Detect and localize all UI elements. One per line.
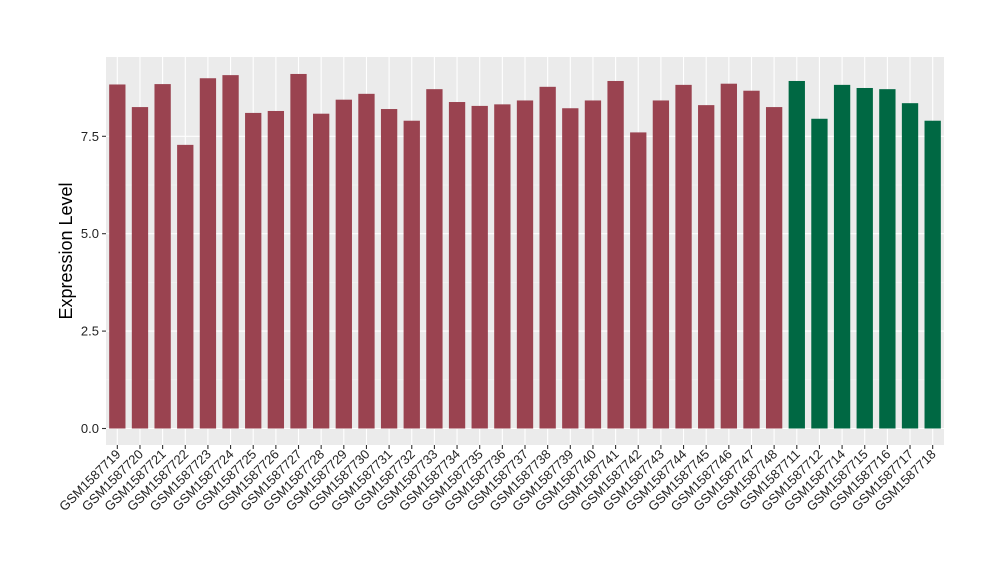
bars [109,73,941,429]
bar-GSM1587727 [290,73,307,429]
bar-GSM1587745 [698,105,715,429]
bar-GSM1587739 [562,108,579,429]
bar-GSM1587718 [924,120,941,429]
y-tick-label: 2.5 [81,324,99,339]
bar-GSM1587744 [675,84,692,429]
bar-GSM1587721 [154,84,171,429]
bar-GSM1587743 [652,100,670,429]
bar-GSM1587726 [267,110,285,429]
bar-GSM1587724 [222,75,239,429]
bar-GSM1587722 [177,144,194,429]
bar-GSM1587712 [811,118,828,429]
bar-GSM1587714 [833,84,851,429]
x-axis: GSM1587719GSM1587720GSM1587721GSM1587722… [56,445,939,514]
bar-GSM1587740 [584,100,602,429]
bar-GSM1587733 [426,89,443,429]
y-tick-label: 0.0 [81,421,99,436]
bar-GSM1587715 [856,87,873,429]
bar-GSM1587725 [245,112,262,429]
bar-GSM1587716 [879,89,896,429]
bar-GSM1587728 [313,113,330,429]
bar-GSM1587720 [131,107,149,429]
bar-GSM1587736 [494,104,511,429]
bar-GSM1587731 [380,109,398,429]
bar-GSM1587711 [788,80,805,429]
y-tick-label: 7.5 [81,129,99,144]
bar-GSM1587734 [448,102,466,429]
bar-GSM1587719 [109,84,126,429]
bar-GSM1587741 [607,80,624,429]
bar-GSM1587730 [358,93,375,429]
bar-GSM1587747 [743,90,760,429]
bar-GSM1587737 [516,100,534,429]
bar-GSM1587735 [471,105,488,429]
bar-GSM1587732 [403,120,420,429]
y-axis-label: Expression Level [56,182,76,319]
bar-GSM1587748 [765,107,783,429]
bar-GSM1587746 [720,83,737,429]
bar-GSM1587729 [335,99,352,429]
bar-GSM1587717 [901,103,919,429]
bar-GSM1587723 [199,78,217,429]
y-axis: 0.0 2.5 5.0 7.5 [81,129,106,436]
bar-GSM1587738 [539,86,556,429]
y-tick-label: 5.0 [81,226,99,241]
bar-GSM1587742 [630,132,647,429]
